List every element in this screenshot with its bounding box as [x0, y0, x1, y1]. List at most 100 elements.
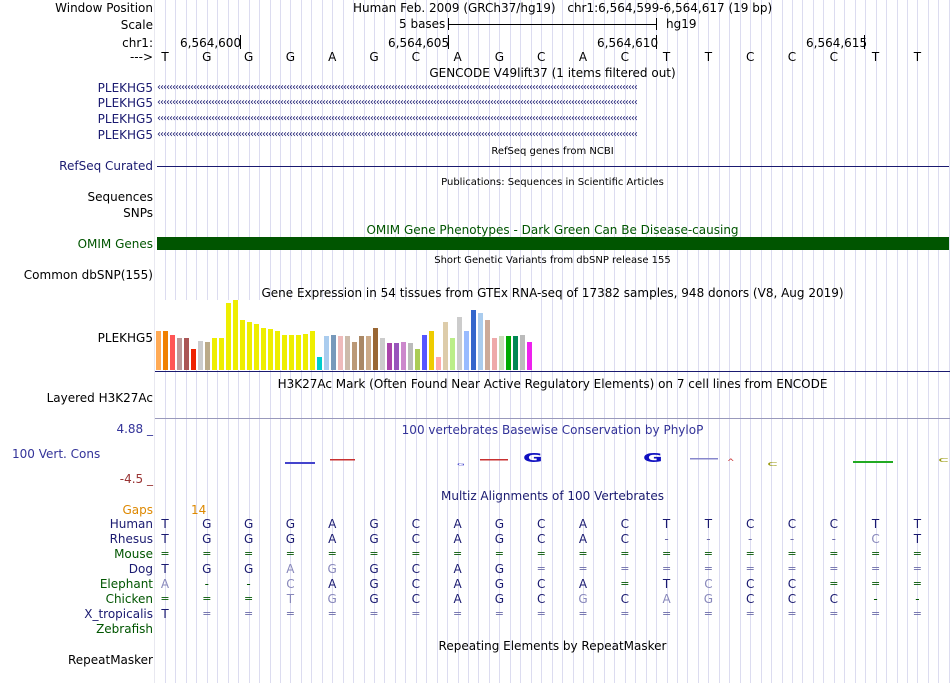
- gtex-tissue-bar[interactable]: [478, 313, 483, 370]
- gencode-title[interactable]: GENCODE V49lift37 (1 items filtered out): [429, 66, 676, 80]
- chr-label[interactable]: chr1:: [122, 36, 153, 50]
- species-label[interactable]: Mouse: [114, 547, 153, 561]
- coord-label: 6,564,610: [597, 36, 659, 50]
- gtex-tissue-bar[interactable]: [464, 331, 469, 370]
- species-label[interactable]: Zebrafish: [96, 622, 153, 636]
- dbsnp-title[interactable]: Short Genetic Variants from dbSNP releas…: [434, 255, 671, 266]
- gtex-tissue-bar[interactable]: [492, 338, 497, 370]
- refseq-label[interactable]: RefSeq Curated: [59, 159, 153, 173]
- gtex-tissue-bar[interactable]: [457, 317, 462, 370]
- gtex-tissue-bar[interactable]: [366, 336, 371, 370]
- gtex-tissue-bar[interactable]: [247, 322, 252, 370]
- gtex-tissue-bar[interactable]: [261, 328, 266, 370]
- gtex-tissue-bar[interactable]: [359, 336, 364, 370]
- gencode-gene-label[interactable]: PLEKHG5: [97, 81, 153, 95]
- aligned-base: =: [661, 547, 672, 560]
- gtex-tissue-bar[interactable]: [331, 335, 336, 370]
- gtex-tissue-bar[interactable]: [352, 342, 357, 370]
- species-label[interactable]: X_tropicalis: [84, 607, 153, 621]
- gtex-tissue-bar[interactable]: [401, 342, 406, 370]
- gtex-tissue-bar[interactable]: [408, 343, 413, 370]
- omim-label[interactable]: OMIM Genes: [77, 237, 153, 251]
- repeatmasker-title[interactable]: Repeating Elements by RepeatMasker: [438, 639, 667, 653]
- aligned-base: G: [578, 592, 588, 606]
- gtex-tissue-bar[interactable]: [485, 320, 490, 370]
- publications-snps-label[interactable]: SNPs: [123, 206, 153, 220]
- aligned-base: G: [243, 517, 254, 531]
- gtex-tissue-bar[interactable]: [499, 336, 504, 370]
- refseq-title[interactable]: RefSeq genes from NCBI: [491, 146, 614, 157]
- gtex-tissue-bar[interactable]: [324, 336, 329, 370]
- gtex-tissue-bar[interactable]: [450, 338, 455, 370]
- gtex-tissue-bar[interactable]: [338, 336, 343, 370]
- gtex-tissue-bar[interactable]: [212, 338, 217, 370]
- gtex-tissue-bar[interactable]: [471, 310, 476, 370]
- species-label[interactable]: Elephant: [99, 577, 153, 591]
- gtex-tissue-bar[interactable]: [527, 342, 532, 370]
- gtex-tissue-bar[interactable]: [345, 336, 350, 370]
- gtex-tissue-bar[interactable]: [233, 300, 238, 370]
- gtex-tissue-bar[interactable]: [282, 335, 287, 370]
- multiz-title[interactable]: Multiz Alignments of 100 Vertebrates: [440, 489, 665, 503]
- gtex-tissue-bar[interactable]: [240, 320, 245, 370]
- gtex-tissue-bar[interactable]: [436, 357, 441, 370]
- gtex-tissue-bar[interactable]: [380, 338, 385, 370]
- species-label[interactable]: Dog: [128, 562, 153, 576]
- gtex-tissue-bar[interactable]: [317, 357, 322, 370]
- gtex-tissue-bar[interactable]: [303, 334, 308, 370]
- gtex-tissue-bar[interactable]: [184, 338, 189, 370]
- gtex-tissue-bar[interactable]: [191, 349, 196, 370]
- gtex-tissue-bar[interactable]: [415, 349, 420, 370]
- gtex-tissue-bar[interactable]: [520, 335, 525, 370]
- gtex-tissue-bar[interactable]: [506, 336, 511, 370]
- species-label[interactable]: Human: [109, 517, 153, 531]
- gencode-gene-label[interactable]: PLEKHG5: [97, 128, 153, 142]
- gene-intron-arrows[interactable]: ‹‹‹‹‹‹‹‹‹‹‹‹‹‹‹‹‹‹‹‹‹‹‹‹‹‹‹‹‹‹‹‹‹‹‹‹‹‹‹‹…: [157, 97, 638, 108]
- gtex-tissue-bar[interactable]: [513, 336, 518, 370]
- gtex-tissue-bar[interactable]: [422, 335, 427, 370]
- gtex-bar-chart[interactable]: [156, 300, 536, 370]
- publications-title[interactable]: Publications: Sequences in Scientific Ar…: [441, 177, 664, 188]
- gtex-tissue-bar[interactable]: [268, 329, 273, 370]
- gene-intron-arrows[interactable]: ‹‹‹‹‹‹‹‹‹‹‹‹‹‹‹‹‹‹‹‹‹‹‹‹‹‹‹‹‹‹‹‹‹‹‹‹‹‹‹‹…: [157, 82, 638, 93]
- publications-sequences-label[interactable]: Sequences: [87, 190, 153, 204]
- gtex-tissue-bar[interactable]: [310, 331, 315, 370]
- gtex-tissue-bar[interactable]: [163, 331, 168, 370]
- gtex-tissue-bar[interactable]: [226, 303, 231, 370]
- gtex-tissue-bar[interactable]: [254, 324, 259, 370]
- dbsnp-label[interactable]: Common dbSNP(155): [23, 268, 153, 282]
- gtex-tissue-bar[interactable]: [205, 342, 210, 370]
- species-label[interactable]: Chicken: [105, 592, 153, 606]
- gencode-gene-label[interactable]: PLEKHG5: [97, 96, 153, 110]
- gtex-tissue-bar[interactable]: [219, 338, 224, 370]
- scale-label[interactable]: Scale: [120, 18, 153, 32]
- gtex-tissue-bar[interactable]: [275, 331, 280, 370]
- conservation-label[interactable]: 100 Vert. Cons: [12, 447, 101, 461]
- gtex-tissue-bar[interactable]: [170, 335, 175, 370]
- gtex-tissue-bar[interactable]: [289, 335, 294, 370]
- gtex-tissue-bar[interactable]: [429, 331, 434, 370]
- conservation-logo[interactable]: G G G ^ c c: [155, 445, 950, 473]
- gtex-tissue-bar[interactable]: [198, 341, 203, 370]
- gene-intron-arrows[interactable]: ‹‹‹‹‹‹‹‹‹‹‹‹‹‹‹‹‹‹‹‹‹‹‹‹‹‹‹‹‹‹‹‹‹‹‹‹‹‹‹‹…: [157, 129, 638, 140]
- gtex-tissue-bar[interactable]: [394, 343, 399, 370]
- gtex-tissue-bar[interactable]: [296, 335, 301, 370]
- aligned-base: =: [870, 562, 881, 575]
- gtex-tissue-bar[interactable]: [387, 343, 392, 370]
- gtex-gene-label[interactable]: PLEKHG5: [97, 331, 153, 345]
- gencode-gene-label[interactable]: PLEKHG5: [97, 112, 153, 126]
- gtex-tissue-bar[interactable]: [177, 338, 182, 370]
- species-label[interactable]: Rhesus: [109, 532, 153, 546]
- refseq-intron-line[interactable]: [157, 166, 949, 167]
- gene-intron-arrows[interactable]: ‹‹‹‹‹‹‹‹‹‹‹‹‹‹‹‹‹‹‹‹‹‹‹‹‹‹‹‹‹‹‹‹‹‹‹‹‹‹‹‹…: [157, 113, 638, 124]
- h3k27ac-title[interactable]: H3K27Ac Mark (Often Found Near Active Re…: [277, 377, 828, 391]
- conservation-title[interactable]: 100 vertebrates Basewise Conservation by…: [401, 423, 704, 437]
- omim-gene-bar[interactable]: [157, 237, 949, 250]
- repeatmasker-label[interactable]: RepeatMasker: [67, 653, 153, 667]
- gtex-tissue-bar[interactable]: [156, 331, 161, 370]
- gtex-tissue-bar[interactable]: [373, 328, 378, 370]
- omim-title[interactable]: OMIM Gene Phenotypes - Dark Green Can Be…: [366, 223, 739, 237]
- gtex-tissue-bar[interactable]: [443, 322, 448, 370]
- gtex-title[interactable]: Gene Expression in 54 tissues from GTEx …: [261, 286, 844, 300]
- h3k27ac-label[interactable]: Layered H3K27Ac: [46, 391, 153, 405]
